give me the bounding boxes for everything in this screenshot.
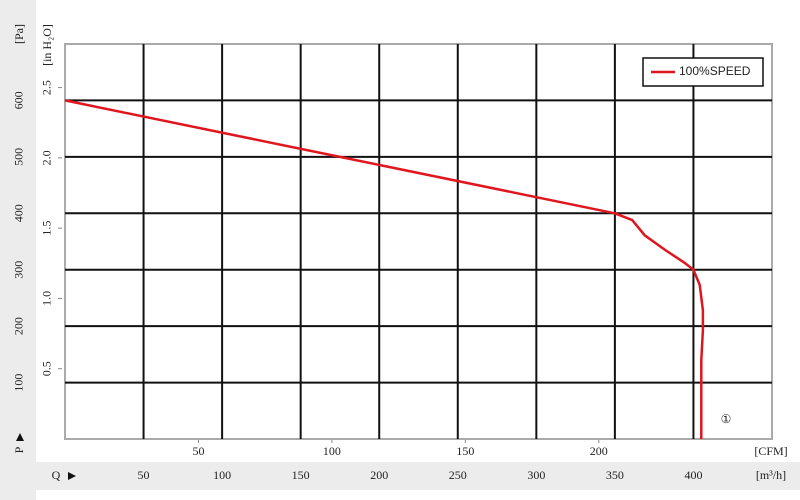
y2-tick-label: 2.0 [40, 150, 54, 165]
legend-label: 100%SPEED [679, 64, 751, 78]
x2-tick-label: 200 [590, 444, 608, 458]
series-line [64, 99, 705, 439]
y-tick-label: 300 [12, 261, 26, 279]
y-label: P [12, 446, 26, 453]
x2-unit: [CFM] [754, 444, 787, 458]
bottom-band [0, 462, 800, 490]
y2-tick-label: 1.5 [40, 221, 54, 236]
x-tick-label: 50 [138, 468, 150, 482]
plot-area [64, 43, 773, 440]
x2-tick-label: 100 [323, 444, 341, 458]
y2-unit: [in H₂O] [40, 24, 54, 66]
x-tick-label: 150 [292, 468, 310, 482]
x-tick-label: 250 [449, 468, 467, 482]
x2-tick-label: 150 [456, 444, 474, 458]
annotation: ① [721, 412, 732, 426]
left-band [0, 0, 36, 500]
x-tick-label: 300 [527, 468, 545, 482]
x-unit: [m³/h] [756, 468, 786, 482]
y-tick-label: 600 [12, 91, 26, 109]
y-tick-label: 500 [12, 148, 26, 166]
x-tick-label: 200 [370, 468, 388, 482]
x2-tick-label: 50 [192, 444, 204, 458]
x-arrow [68, 472, 76, 480]
x-tick-label: 350 [606, 468, 624, 482]
y2-tick-label: 2.5 [40, 80, 54, 95]
y-unit: [Pa] [12, 24, 26, 44]
y-tick-label: 400 [12, 204, 26, 222]
y-tick-label: 100 [12, 374, 26, 392]
y2-tick-label: 0.5 [40, 361, 54, 376]
x-tick-label: 100 [213, 468, 231, 482]
y2-tick-label: 1.0 [40, 291, 54, 306]
y-tick-label: 200 [12, 317, 26, 335]
x-tick-label: 400 [684, 468, 702, 482]
y-arrow [16, 433, 24, 441]
x-label: Q [52, 468, 61, 482]
